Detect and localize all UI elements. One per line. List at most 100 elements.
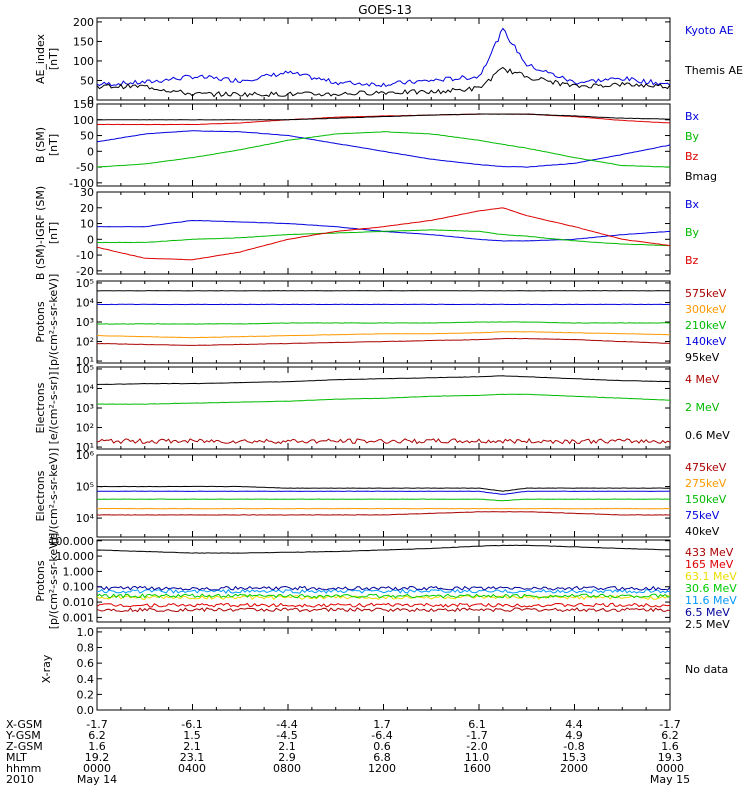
panel-frame [96,17,671,101]
y-tick-label: 100.000 [49,535,95,548]
legend-entry: 2.5 MeV [685,618,730,631]
y-tick-label: 100 [73,55,94,68]
y-tick-label: 10³ [76,316,94,329]
legend-entry: Bx [685,110,700,123]
x-axis-value: 1.7 [373,718,391,731]
series-line-electrons1-2-mev [96,393,671,405]
x-axis-ephemeris: X-GSM -1.7 -6.1 -4.4 1.7 6.1 4.4 -1.7Y-GSM 6.2 1.… [5,718,690,786]
legend-entry: 63.1 MeV [685,570,737,583]
y-tick-label: 10⁴ [76,512,95,525]
x-axis-value: 0400 [178,762,206,775]
series-line-electrons2-475kev [96,511,670,516]
series-line-bigrf-by [96,229,670,247]
series-line-electrons1-0-6-mev [96,375,671,386]
y-tick-label: 1.0 [77,626,95,639]
x-axis-row-label: Y-GSM [5,729,41,742]
x-axis-value: -2.0 [466,740,487,753]
panel-frame [96,627,671,711]
y-tick-label: 10² [76,422,94,435]
y-tick-label: 20 [80,202,94,215]
y-tick-label: 10⁵ [76,277,94,290]
x-axis-value: -1.7 [659,718,680,731]
legend-entry: 475keV [685,461,727,474]
x-axis-value: -6.4 [371,729,392,742]
y-axis-label: X-ray [40,654,53,683]
panel-electrons1: 10⁵ 10⁴ 10³ 10² 10¹ Electrons [e/(cm²-s-sr)] 4 … [34,363,730,454]
y-axis-label: [e/(cm²-s-sr-keV)] [47,448,60,544]
x-axis-value: 0800 [273,762,301,775]
x-axis-row-label: MLT [6,751,27,764]
series-line-bigrf-bx [96,219,671,242]
x-axis-value: May 14 [77,773,117,786]
x-axis-value: 0.6 [373,740,391,753]
x-axis-value: -4.5 [276,729,297,742]
legend-entry: 165 MeV [685,558,734,571]
no-data-label: No data [685,663,728,676]
y-tick-label: 10⁴ [76,382,95,395]
panel-xray: 1.0 0.8 0.6 0.4 0.2 0.0 X-ray No data [40,626,728,717]
x-axis-value: 0000 [83,762,111,775]
y-tick-label: 0.4 [77,673,95,686]
y-tick-label: -10 [76,249,94,262]
x-axis-row-label: 2010 [6,773,34,786]
y-tick-label: 0.2 [77,688,95,701]
series-line-electrons2-150kev [97,498,671,502]
y-tick-label: -100 [69,177,94,190]
y-tick-label: 0.100 [63,581,95,594]
series-line-bsm-by [96,131,671,168]
legend-entry: Themis AE [684,64,743,77]
panel-frame [96,191,671,275]
y-tick-label: 0.6 [77,657,95,670]
x-axis-value: 1200 [368,762,396,775]
x-axis-value: 1.6 [661,740,679,753]
y-axis-label: [nT] [47,134,60,156]
y-tick-label: 50 [80,130,94,143]
x-axis-value: 4.4 [565,718,583,731]
panel-ae: 200 150 100 50 0 AE_index [nT] Kyoto AE Themis A… [34,16,743,107]
panel-frame [96,280,671,364]
legend-entry: 0.6 MeV [685,429,730,442]
x-axis-value: 0000 [656,762,684,775]
legend-entry: 140keV [685,335,727,348]
x-axis-value: 19.2 [85,751,110,764]
series-line-protons2-165-mev [96,602,671,608]
y-axis-label: [nT] [47,48,60,70]
y-axis-label: [nT] [47,222,60,244]
x-axis-value: -1.7 [466,729,487,742]
legend-entry: 95keV [685,351,720,364]
y-tick-label: 30 [80,186,94,199]
x-axis-value: 6.8 [373,751,391,764]
legend-entry: 433 MeV [685,546,734,559]
y-tick-label: 10⁵ [76,363,94,376]
y-tick-label: 10⁵ [76,481,94,494]
legend-entry: Bz [685,254,699,267]
y-tick-label: 10¹ [76,441,94,454]
y-tick-label: 0.8 [77,642,95,655]
legend-entry: 6.5 MeV [685,606,730,619]
y-tick-label: 10¹ [76,355,94,368]
panel-bsm: 150 100 50 0 -50 -100 B (SM) [nT] Bx By Bz Bmag [34,98,717,190]
legend-entry: 300keV [685,303,727,316]
x-axis-value: 19.3 [658,751,683,764]
legend-entry: 275keV [685,477,727,490]
x-axis-value: -6.1 [181,718,202,731]
legend-entry: 2 MeV [685,401,720,414]
series-line-protons2-63-1-mev [96,594,671,601]
y-axis-label: Electrons [34,382,47,433]
x-axis-value: 1.5 [183,729,201,742]
y-tick-label: -50 [76,161,94,174]
x-axis-value: 1600 [463,762,491,775]
series-line-ae-kyoto-ae [96,27,671,88]
y-tick-label: 10⁴ [76,296,95,309]
legend-entry: Bmag [685,170,717,183]
legend-entry: Kyoto AE [685,24,734,37]
series-line-bsm-bx [96,130,671,168]
x-axis-value: 23.1 [180,751,205,764]
y-tick-label: 10.000 [56,550,95,563]
y-axis-label: Protons [34,301,47,342]
y-axis-label: [p/(cm²-s-sr-keV)] [47,274,60,371]
series-line-protons1-300kev [96,331,670,339]
legend-entry: 150keV [685,493,727,506]
x-axis-value: 2.9 [278,751,296,764]
